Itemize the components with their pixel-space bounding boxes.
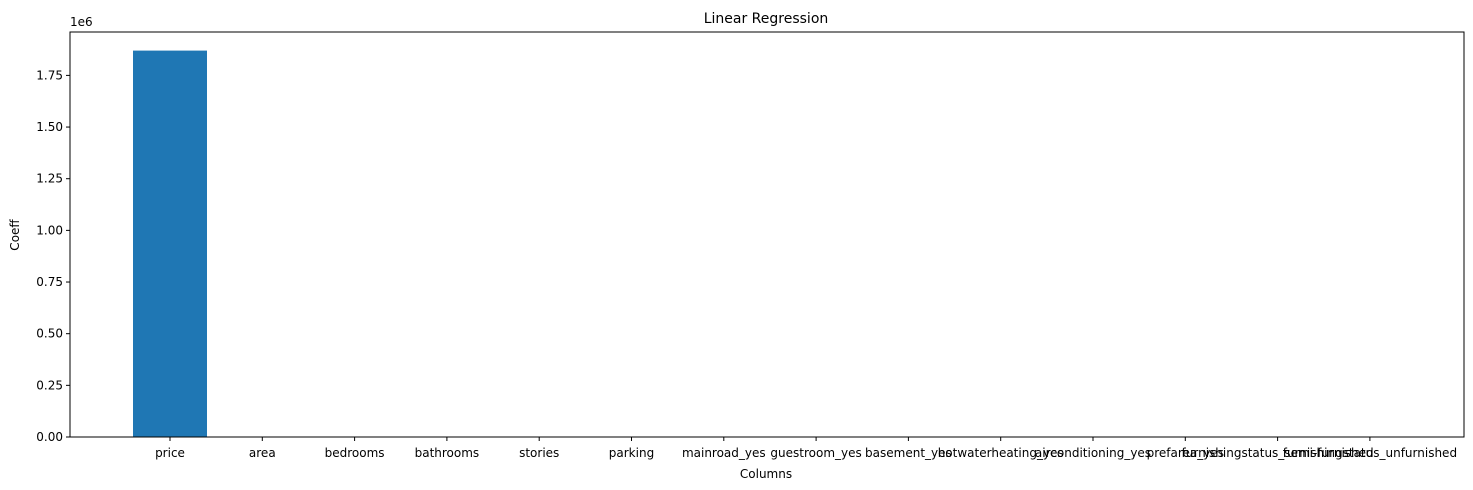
y-ticks-layer: 0.00 0.25 0.50 0.75 1.00 1.25 1.50 1.75 [36, 68, 70, 444]
bars-layer [133, 50, 207, 438]
x-tick-label: furnishingstatus_semi-furnished [1182, 446, 1374, 460]
y-axis-offset-label: 1e6 [70, 15, 93, 29]
x-tick-label: prefarea_yes [1147, 446, 1224, 460]
x-ticks-layer: price area bedrooms bathrooms stories parking… [155, 437, 1457, 460]
x-tick-label: mainroad_yes [682, 446, 766, 460]
x-tick-label: area [249, 446, 276, 460]
y-tick-label: 0.50 [36, 327, 63, 341]
y-tick-label: 0.25 [36, 378, 63, 392]
plot-area-frame [69, 31, 1465, 438]
y-tick-label: 0.00 [36, 430, 63, 444]
x-tick-label: basement_yes [865, 446, 952, 460]
x-tick-label: guestroom_yes [770, 446, 861, 460]
x-axis-label: Columns [740, 467, 792, 481]
x-tick-label: hotwaterheating_yes [938, 446, 1064, 460]
chart-title: Linear Regression [704, 11, 829, 27]
x-tick-label: stories [519, 446, 559, 460]
y-tick-label: 0.75 [36, 275, 63, 289]
x-tick-label: parking [609, 446, 654, 460]
y-tick-label: 1.25 [36, 172, 63, 186]
x-tick-label: price [155, 446, 185, 460]
y-tick-label: 1.00 [36, 223, 63, 237]
y-tick-label: 1.75 [36, 68, 63, 82]
y-axis-label: Coeff [8, 219, 22, 251]
x-tick-label: bedrooms [325, 446, 385, 460]
bar-price [133, 50, 207, 438]
y-tick-label: 1.50 [36, 120, 63, 134]
x-tick-label: airconditioning_yes [1035, 446, 1151, 460]
x-tick-label: furnishingstatus_unfurnished [1283, 446, 1457, 460]
x-tick-label: bathrooms [415, 446, 480, 460]
